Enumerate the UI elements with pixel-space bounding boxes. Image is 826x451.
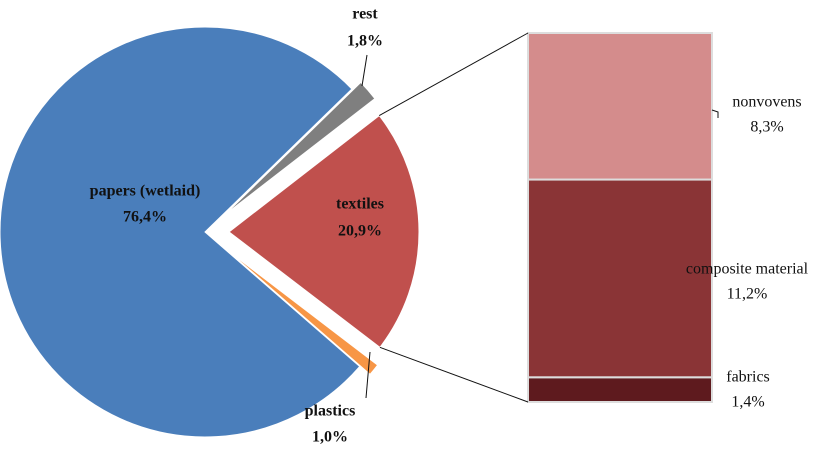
segment-label: composite material: [686, 261, 809, 278]
connector: [378, 32, 529, 117]
bar-segment: [527, 376, 713, 403]
segment-label: fabrics: [726, 369, 770, 386]
leader: [361, 54, 368, 87]
pie-slice: [224, 81, 376, 216]
slice-label: textiles: [336, 196, 384, 213]
slice-value: 1,8%: [347, 33, 383, 50]
slice-value: 20,9%: [338, 223, 382, 240]
bar-segment: [527, 178, 713, 379]
pie-slice: [0, 26, 361, 438]
segment-value: 11,2%: [727, 286, 768, 303]
segment-label: nonvovens: [732, 94, 801, 111]
slice-value: 1,0%: [312, 429, 348, 446]
leader: [365, 351, 371, 399]
connector: [379, 346, 529, 403]
slice-value: 76,4%: [123, 209, 167, 226]
pie-slice: [228, 114, 420, 349]
pie-slice: [226, 249, 379, 376]
bar-segment: [527, 32, 713, 181]
slice-label: papers (wetlaid): [90, 183, 201, 200]
segment-value: 8,3%: [750, 119, 783, 136]
slice-label: rest: [352, 6, 378, 23]
segment-value: 1,4%: [731, 394, 764, 411]
slice-label: plastics: [305, 403, 356, 420]
leader: [711, 109, 719, 118]
